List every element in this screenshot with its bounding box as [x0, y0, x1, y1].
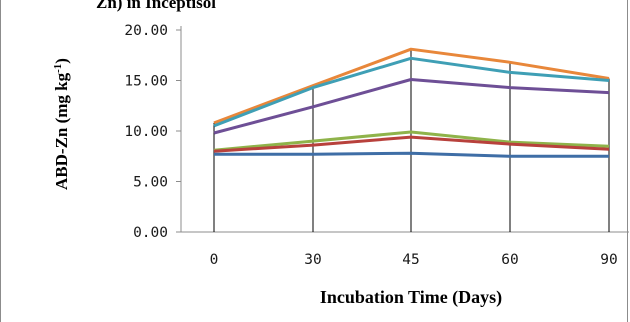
x-tick-label: 90	[600, 252, 617, 268]
axes	[176, 26, 629, 233]
x-tick-label: 30	[304, 252, 321, 268]
x-tick-label: 45	[402, 252, 419, 268]
y-axis-label-main: ABD-Zn (mg kg	[52, 72, 71, 190]
series-line	[213, 56, 610, 128]
chart-title: Zn) in Inceptisol	[96, 0, 216, 12]
series-line	[213, 47, 610, 125]
series-line	[214, 151, 609, 158]
tick-labels: 0.00 5.00 10.00 15.00 20.00 0 30 45 60 90	[124, 23, 617, 268]
x-tick-label: 60	[501, 252, 518, 268]
series-line	[213, 130, 610, 152]
series-line	[213, 78, 610, 135]
y-tick-label: 0.00	[133, 225, 168, 241]
x-tick-label: 0	[210, 252, 219, 268]
series-lines	[213, 47, 610, 158]
y-tick-label: 15.00	[124, 74, 168, 90]
y-axis-label-close: )	[52, 58, 71, 64]
y-tick-label: 5.00	[133, 175, 168, 191]
y-tick-label: 10.00	[124, 124, 168, 140]
y-axis-label-sup: -1	[52, 64, 64, 73]
x-axis-label: Incubation Time (Days)	[320, 287, 502, 308]
y-tick-label: 20.00	[124, 23, 168, 39]
y-axis-label: ABD-Zn (mg kg-1)	[52, 58, 71, 190]
series-line	[213, 135, 610, 153]
